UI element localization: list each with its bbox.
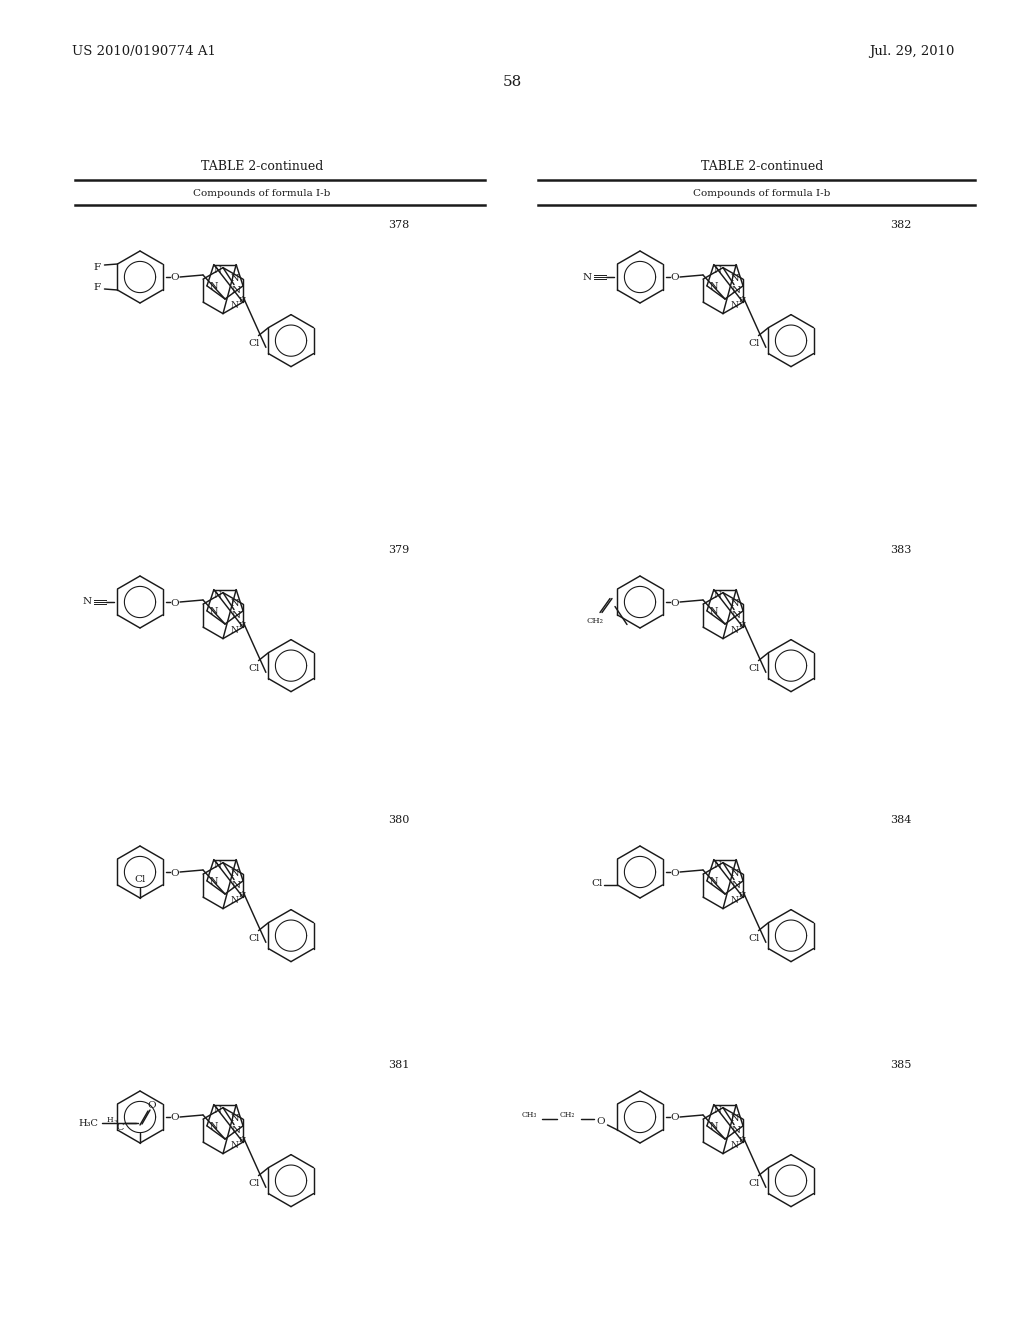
- Text: N: N: [731, 301, 739, 310]
- Text: H: H: [738, 1135, 745, 1143]
- Text: Cl: Cl: [749, 664, 760, 673]
- Text: N: N: [231, 611, 241, 620]
- Text: N: N: [214, 861, 222, 870]
- Text: N: N: [231, 896, 239, 904]
- Text: Compounds of formula I-b: Compounds of formula I-b: [693, 190, 830, 198]
- Text: Cl: Cl: [249, 339, 260, 348]
- Text: H: H: [738, 620, 745, 628]
- Text: TABLE 2-continued: TABLE 2-continued: [201, 161, 324, 173]
- Text: N: N: [214, 267, 222, 275]
- Text: 379: 379: [388, 545, 410, 554]
- Text: O: O: [171, 1114, 179, 1122]
- Text: CH₂: CH₂: [587, 616, 603, 624]
- Text: Jul. 29, 2010: Jul. 29, 2010: [869, 45, 955, 58]
- Text: N: N: [231, 626, 239, 635]
- Text: H: H: [239, 891, 246, 899]
- Text: N: N: [714, 861, 722, 870]
- Text: N: N: [214, 1106, 222, 1115]
- Text: 384: 384: [890, 814, 911, 825]
- Text: 383: 383: [890, 545, 911, 554]
- Text: O: O: [671, 273, 679, 282]
- Text: N: N: [731, 869, 739, 878]
- Text: N: N: [714, 1106, 722, 1115]
- Text: N: N: [731, 611, 740, 620]
- Text: Compounds of formula I-b: Compounds of formula I-b: [194, 190, 331, 198]
- Text: F: F: [94, 263, 101, 272]
- Text: N: N: [731, 599, 739, 607]
- Text: N: N: [210, 282, 218, 292]
- Text: N: N: [583, 272, 592, 281]
- Text: N: N: [230, 1114, 240, 1122]
- Text: H: H: [738, 891, 745, 899]
- Text: US 2010/0190774 A1: US 2010/0190774 A1: [72, 45, 216, 58]
- Text: N: N: [230, 273, 240, 282]
- Text: CH₃: CH₃: [522, 1111, 538, 1119]
- Text: Cl: Cl: [249, 664, 260, 673]
- Text: N: N: [214, 591, 222, 601]
- Text: N: N: [231, 286, 241, 296]
- Text: Cl: Cl: [249, 935, 260, 942]
- Text: H: H: [738, 296, 745, 304]
- Text: F: F: [94, 282, 101, 292]
- Text: N: N: [731, 896, 739, 904]
- Text: N: N: [230, 599, 240, 607]
- Text: Cl: Cl: [134, 875, 145, 884]
- Text: O: O: [596, 1118, 605, 1126]
- Text: N: N: [210, 607, 218, 616]
- Text: N: N: [731, 1126, 740, 1135]
- Text: 58: 58: [503, 75, 521, 88]
- Text: O: O: [147, 1101, 157, 1110]
- Text: N: N: [731, 1114, 739, 1122]
- Text: O: O: [171, 869, 179, 878]
- Text: 385: 385: [890, 1060, 911, 1071]
- Text: H: H: [239, 1135, 246, 1143]
- Text: 382: 382: [890, 220, 911, 230]
- Text: H: H: [239, 296, 246, 304]
- Text: N: N: [714, 267, 722, 275]
- Text: H₃C: H₃C: [78, 1118, 98, 1127]
- Text: N: N: [731, 286, 740, 296]
- Text: N: N: [231, 1126, 241, 1135]
- Text: N: N: [231, 882, 241, 890]
- Text: O: O: [171, 598, 179, 607]
- Text: O: O: [671, 1114, 679, 1122]
- Text: 378: 378: [388, 220, 410, 230]
- Text: N: N: [731, 626, 739, 635]
- Text: H: H: [106, 1115, 114, 1125]
- Text: O: O: [171, 273, 179, 282]
- Text: N: N: [710, 282, 718, 292]
- Text: 380: 380: [388, 814, 410, 825]
- Text: N: N: [731, 882, 740, 890]
- Text: 381: 381: [388, 1060, 410, 1071]
- Text: N: N: [714, 591, 722, 601]
- Text: O: O: [671, 869, 679, 878]
- Text: N: N: [231, 301, 239, 310]
- Text: Cl: Cl: [749, 339, 760, 348]
- Text: TABLE 2-continued: TABLE 2-continued: [700, 161, 823, 173]
- Text: N: N: [710, 1122, 718, 1131]
- Text: CH₂: CH₂: [560, 1111, 575, 1119]
- Text: Cl: Cl: [749, 935, 760, 942]
- Text: N: N: [731, 273, 739, 282]
- Text: O: O: [671, 598, 679, 607]
- Text: Cl: Cl: [249, 1179, 260, 1188]
- Text: N: N: [210, 1122, 218, 1131]
- Text: Cl: Cl: [749, 1179, 760, 1188]
- Text: N: N: [710, 878, 718, 886]
- Text: 3: 3: [113, 1121, 117, 1126]
- Text: N: N: [731, 1140, 739, 1150]
- Text: N: N: [710, 607, 718, 616]
- Text: N: N: [210, 878, 218, 886]
- Text: Cl: Cl: [592, 879, 603, 887]
- Text: N: N: [83, 598, 91, 606]
- Text: H: H: [239, 620, 246, 628]
- Text: N: N: [231, 1140, 239, 1150]
- Text: N: N: [230, 869, 240, 878]
- Text: C: C: [117, 1122, 124, 1131]
